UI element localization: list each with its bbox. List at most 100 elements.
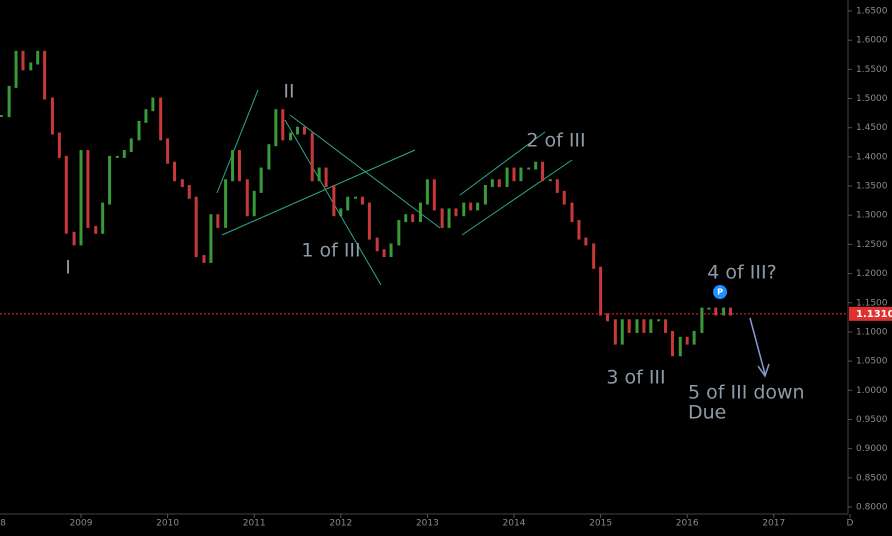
price-bar (577, 220, 581, 240)
price-bar (64, 155, 68, 234)
price-bar (476, 202, 480, 211)
y-tick-label: 0.9500 (856, 415, 888, 425)
price-bar (252, 190, 256, 217)
price-bar (224, 179, 228, 228)
price-bar (670, 330, 674, 357)
y-tick-label: 1.5500 (856, 65, 888, 75)
price-bar (14, 50, 18, 88)
trend-line (289, 114, 441, 229)
y-tick-label: 1.2500 (856, 240, 888, 250)
trend-lines (216, 89, 573, 286)
price-bar (425, 179, 429, 205)
price-bar (599, 266, 603, 316)
current-price-box (849, 306, 892, 321)
price-bar (237, 150, 241, 182)
price-bar (678, 336, 682, 357)
price-bar (108, 155, 112, 205)
price-bar (0, 115, 3, 118)
x-tick-label: 2012 (329, 519, 352, 529)
price-bar (404, 214, 408, 223)
price-bar (267, 144, 271, 170)
price-bar (289, 132, 293, 141)
y-tick-label: 1.1000 (856, 327, 888, 337)
price-bar (635, 319, 639, 333)
price-bar (620, 319, 624, 345)
x-tick-label: 2010 (156, 519, 179, 529)
price-bar (555, 179, 559, 193)
y-tick-label: 1.3500 (856, 182, 888, 192)
price-bar (346, 196, 350, 211)
wave-label: 4 of III? (707, 262, 776, 284)
price-bar (627, 319, 631, 333)
x-tick-label: 2009 (70, 519, 93, 529)
current-price-label: 1.1310 (856, 309, 892, 320)
x-tick-label: 2013 (416, 519, 439, 529)
price-bar (302, 126, 306, 135)
price-bar (122, 150, 126, 158)
price-bar (519, 167, 523, 182)
price-bar (541, 161, 545, 182)
price-bar (505, 167, 509, 188)
price-bar (534, 161, 538, 170)
price-bar (187, 185, 191, 199)
price-bar (7, 85, 11, 118)
wave-label: 3 of III (606, 367, 665, 389)
price-bar (360, 196, 364, 205)
price-bar (389, 243, 393, 258)
price-bar (375, 237, 379, 252)
wave-label: 1 of III (301, 240, 360, 262)
price-bar (296, 126, 299, 135)
x-tick-label: 2017 (762, 519, 785, 529)
price-bar (317, 167, 321, 182)
wave-label: 2 of III (526, 130, 585, 152)
price-bar (29, 62, 33, 71)
arrow-head (757, 363, 770, 378)
price-bar (722, 307, 726, 316)
price-bar (202, 255, 206, 263)
price-bar (86, 150, 90, 228)
y-tick-label: 0.8500 (856, 473, 888, 483)
price-bar (231, 150, 235, 182)
y-tick-label: 1.2000 (856, 269, 888, 279)
x-tick-label: 2014 (503, 519, 526, 529)
price-bar (469, 202, 473, 211)
price-bar (692, 330, 696, 345)
price-bar (418, 202, 422, 223)
price-bar (129, 138, 133, 153)
x-tick-label: 2016 (676, 519, 699, 529)
price-bar (642, 319, 646, 333)
price-bar (440, 208, 444, 228)
x-tick-label: 2015 (589, 519, 612, 529)
price-bar (562, 190, 566, 205)
price-bar (447, 208, 451, 228)
y-tick-label: 1.4000 (856, 152, 888, 162)
price-bar (159, 97, 163, 141)
trend-line (461, 159, 573, 236)
y-tick-label: 0.8000 (856, 503, 888, 513)
price-bar (527, 167, 531, 170)
y-tick-label: 1.5000 (856, 94, 888, 104)
y-tick-label: 1.4500 (856, 123, 888, 133)
price-bar (57, 132, 61, 158)
price-bar (180, 179, 184, 188)
price-bar (592, 243, 596, 269)
trend-line (459, 131, 546, 196)
y-tick-label: 1.0500 (856, 357, 888, 367)
price-bar (700, 307, 704, 333)
price-bar (382, 249, 386, 258)
price-bar (707, 307, 711, 310)
wave-label: II (283, 81, 294, 103)
price-bar (310, 132, 314, 182)
price-bar (166, 138, 170, 164)
price-bar (685, 336, 689, 345)
price-bar (173, 161, 177, 182)
price-bar (454, 208, 458, 217)
price-bar (613, 319, 617, 345)
price-bar (512, 167, 516, 182)
y-tick-label: 1.3000 (856, 211, 888, 221)
price-bar (194, 196, 198, 258)
wave-label: Due (688, 402, 726, 424)
price-bar (209, 214, 213, 263)
